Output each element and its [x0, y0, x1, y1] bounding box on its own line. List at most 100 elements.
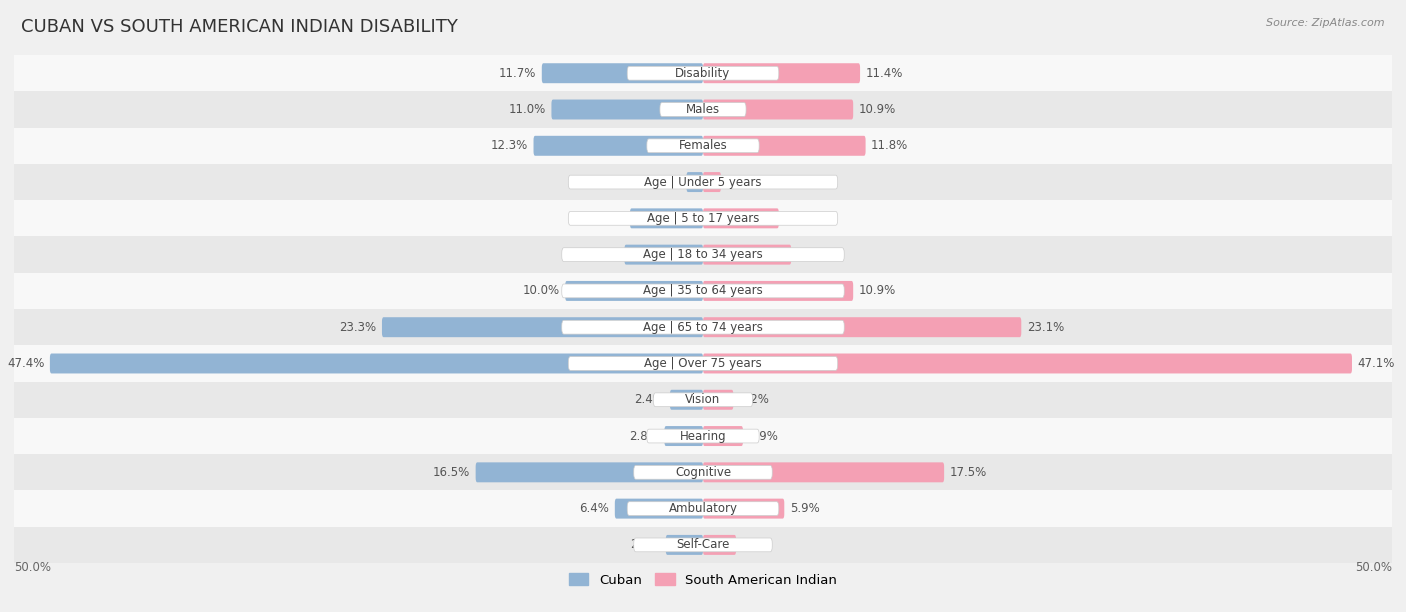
- Bar: [14, 527, 1392, 563]
- Text: CUBAN VS SOUTH AMERICAN INDIAN DISABILITY: CUBAN VS SOUTH AMERICAN INDIAN DISABILIT…: [21, 18, 458, 36]
- Text: Females: Females: [679, 140, 727, 152]
- FancyBboxPatch shape: [562, 284, 844, 298]
- FancyBboxPatch shape: [568, 212, 838, 225]
- Text: 2.9%: 2.9%: [748, 430, 779, 442]
- Bar: [14, 454, 1392, 490]
- Bar: [14, 418, 1392, 454]
- Text: 16.5%: 16.5%: [433, 466, 470, 479]
- FancyBboxPatch shape: [634, 466, 772, 479]
- Text: Ambulatory: Ambulatory: [668, 502, 738, 515]
- Bar: [14, 200, 1392, 236]
- Text: Age | Under 5 years: Age | Under 5 years: [644, 176, 762, 188]
- Text: 47.4%: 47.4%: [7, 357, 45, 370]
- Text: 5.5%: 5.5%: [785, 212, 814, 225]
- FancyBboxPatch shape: [533, 136, 703, 156]
- Text: 5.3%: 5.3%: [595, 212, 624, 225]
- Text: 47.1%: 47.1%: [1358, 357, 1395, 370]
- Text: 2.2%: 2.2%: [738, 394, 769, 406]
- FancyBboxPatch shape: [627, 66, 779, 80]
- Text: 1.3%: 1.3%: [727, 176, 756, 188]
- FancyBboxPatch shape: [614, 499, 703, 518]
- FancyBboxPatch shape: [703, 63, 860, 83]
- FancyBboxPatch shape: [568, 357, 838, 370]
- Bar: [14, 309, 1392, 345]
- FancyBboxPatch shape: [659, 103, 747, 116]
- FancyBboxPatch shape: [627, 502, 779, 515]
- FancyBboxPatch shape: [624, 245, 703, 264]
- Bar: [14, 382, 1392, 418]
- Bar: [14, 490, 1392, 527]
- FancyBboxPatch shape: [382, 317, 703, 337]
- Text: 10.9%: 10.9%: [859, 285, 896, 297]
- FancyBboxPatch shape: [703, 535, 737, 555]
- Text: 11.0%: 11.0%: [509, 103, 546, 116]
- Text: Source: ZipAtlas.com: Source: ZipAtlas.com: [1267, 18, 1385, 28]
- Text: 11.7%: 11.7%: [499, 67, 536, 80]
- FancyBboxPatch shape: [666, 535, 703, 555]
- FancyBboxPatch shape: [562, 320, 844, 334]
- FancyBboxPatch shape: [703, 354, 1353, 373]
- Text: 50.0%: 50.0%: [14, 561, 51, 574]
- Bar: [14, 273, 1392, 309]
- Text: 11.4%: 11.4%: [866, 67, 903, 80]
- FancyBboxPatch shape: [686, 172, 703, 192]
- Bar: [14, 128, 1392, 164]
- FancyBboxPatch shape: [565, 281, 703, 301]
- FancyBboxPatch shape: [541, 63, 703, 83]
- Text: 5.9%: 5.9%: [790, 502, 820, 515]
- Text: 23.3%: 23.3%: [339, 321, 377, 334]
- FancyBboxPatch shape: [568, 175, 838, 189]
- Bar: [14, 345, 1392, 382]
- FancyBboxPatch shape: [562, 248, 844, 261]
- FancyBboxPatch shape: [49, 354, 703, 373]
- Text: Hearing: Hearing: [679, 430, 727, 442]
- Text: 6.4%: 6.4%: [797, 248, 827, 261]
- Bar: [14, 164, 1392, 200]
- Text: Cognitive: Cognitive: [675, 466, 731, 479]
- Bar: [14, 91, 1392, 128]
- FancyBboxPatch shape: [647, 429, 759, 443]
- FancyBboxPatch shape: [703, 100, 853, 119]
- Text: Age | 5 to 17 years: Age | 5 to 17 years: [647, 212, 759, 225]
- Text: Age | Over 75 years: Age | Over 75 years: [644, 357, 762, 370]
- Bar: [14, 236, 1392, 273]
- Text: 10.9%: 10.9%: [859, 103, 896, 116]
- Text: 11.8%: 11.8%: [872, 140, 908, 152]
- Text: 50.0%: 50.0%: [1355, 561, 1392, 574]
- Text: Age | 65 to 74 years: Age | 65 to 74 years: [643, 321, 763, 334]
- Text: 10.0%: 10.0%: [523, 285, 560, 297]
- Text: 23.1%: 23.1%: [1026, 321, 1064, 334]
- Text: Vision: Vision: [685, 394, 721, 406]
- Text: 2.4%: 2.4%: [634, 394, 665, 406]
- Text: 12.3%: 12.3%: [491, 140, 529, 152]
- FancyBboxPatch shape: [634, 538, 772, 552]
- Text: 5.7%: 5.7%: [589, 248, 619, 261]
- Text: Males: Males: [686, 103, 720, 116]
- FancyBboxPatch shape: [654, 393, 752, 406]
- Text: 17.5%: 17.5%: [949, 466, 987, 479]
- FancyBboxPatch shape: [665, 426, 703, 446]
- FancyBboxPatch shape: [703, 172, 721, 192]
- FancyBboxPatch shape: [703, 499, 785, 518]
- FancyBboxPatch shape: [703, 317, 1021, 337]
- FancyBboxPatch shape: [703, 245, 792, 264]
- Legend: Cuban, South American Indian: Cuban, South American Indian: [564, 568, 842, 592]
- FancyBboxPatch shape: [630, 208, 703, 228]
- Text: 2.4%: 2.4%: [741, 539, 772, 551]
- Text: Age | 35 to 64 years: Age | 35 to 64 years: [643, 285, 763, 297]
- FancyBboxPatch shape: [703, 390, 734, 410]
- FancyBboxPatch shape: [703, 136, 866, 156]
- Text: Age | 18 to 34 years: Age | 18 to 34 years: [643, 248, 763, 261]
- Text: Disability: Disability: [675, 67, 731, 80]
- FancyBboxPatch shape: [551, 100, 703, 119]
- Text: Self-Care: Self-Care: [676, 539, 730, 551]
- Text: 6.4%: 6.4%: [579, 502, 609, 515]
- FancyBboxPatch shape: [703, 426, 742, 446]
- Text: 1.2%: 1.2%: [651, 176, 681, 188]
- Bar: [14, 55, 1392, 91]
- FancyBboxPatch shape: [703, 208, 779, 228]
- FancyBboxPatch shape: [703, 281, 853, 301]
- FancyBboxPatch shape: [475, 462, 703, 482]
- FancyBboxPatch shape: [703, 462, 945, 482]
- FancyBboxPatch shape: [647, 139, 759, 152]
